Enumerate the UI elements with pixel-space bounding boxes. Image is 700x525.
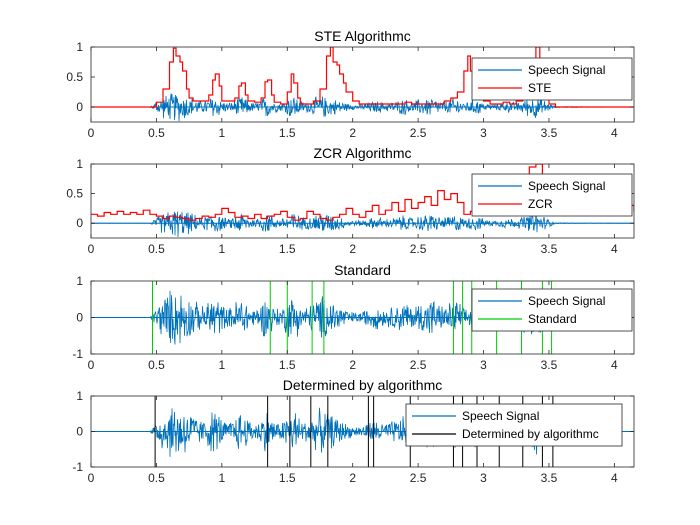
x-tick-label: 2 — [349, 471, 356, 485]
x-tick-label: 2 — [349, 242, 356, 256]
chart-title: STE Algorithmc — [314, 28, 410, 44]
x-tick-label: 0 — [88, 242, 95, 256]
legend-label: Speech Signal — [528, 179, 605, 193]
x-tick-label: 2.5 — [410, 358, 427, 372]
y-tick-label: -1 — [72, 460, 83, 474]
legend-label: Determined by algorithmc — [462, 427, 599, 441]
x-tick-label: 1.5 — [279, 242, 296, 256]
x-tick-label: 2 — [349, 358, 356, 372]
x-tick-label: 3.5 — [541, 126, 558, 140]
x-tick-label: 0 — [88, 358, 95, 372]
chart-title: Standard — [334, 262, 391, 278]
x-tick-label: 3 — [480, 242, 487, 256]
x-tick-label: 3.5 — [541, 242, 558, 256]
x-tick-label: 1.5 — [279, 471, 296, 485]
x-tick-label: 2.5 — [410, 242, 427, 256]
speech-signal-line — [91, 93, 634, 122]
x-tick-label: 4 — [611, 358, 618, 372]
y-tick-label: 0 — [76, 425, 83, 439]
x-tick-label: 1 — [218, 358, 225, 372]
axes-box — [90, 163, 635, 239]
legend-label: Speech Signal — [528, 63, 605, 77]
legend-label: ZCR — [528, 197, 553, 211]
x-tick-label: 1 — [218, 471, 225, 485]
y-tick-label: 1 — [76, 274, 83, 288]
plot-content — [91, 47, 634, 122]
x-tick-label: 3.5 — [541, 358, 558, 372]
x-tick-label: 4 — [611, 242, 618, 256]
chart-title: Determined by algorithmc — [283, 377, 443, 393]
legend: Speech Signal ZCR — [471, 173, 633, 217]
x-tick-label: 4 — [611, 126, 618, 140]
x-tick-label: 3 — [480, 358, 487, 372]
legend-label: Speech Signal — [462, 409, 539, 423]
legend-box — [405, 403, 623, 447]
x-tick-label: 1 — [218, 126, 225, 140]
y-tick-label: 1 — [76, 157, 83, 171]
x-tick-label: 0.5 — [148, 358, 165, 372]
y-tick-label: 0.5 — [66, 187, 83, 201]
x-tick-label: 3 — [480, 471, 487, 485]
x-tick-label: 0.5 — [148, 242, 165, 256]
y-tick-label: 0 — [76, 216, 83, 230]
legend-box — [471, 288, 633, 332]
y-tick-label: 0 — [76, 311, 83, 325]
x-tick-label: 0 — [88, 471, 95, 485]
x-tick-label: 0.5 — [148, 471, 165, 485]
y-tick-label: 0 — [76, 100, 83, 114]
ste-line — [91, 47, 634, 108]
y-tick-label: 1 — [76, 389, 83, 403]
legend: Speech Signal Standard — [471, 288, 633, 332]
chart-title: ZCR Algorithmc — [313, 145, 411, 161]
x-tick-label: 1 — [218, 242, 225, 256]
x-tick-label: 2.5 — [410, 126, 427, 140]
legend-box — [471, 173, 633, 217]
panel-1: 0 0.5 1 1.5 2 2.5 3 3.5 4 0 0.5 1 STE Algorithmc Spee… — [66, 28, 635, 140]
legend: Speech Signal Determined by algorithmc — [405, 403, 623, 447]
panel-4: 0 0.5 1 1.5 2 2.5 3 3.5 4 -1 0 1 Determined by algor… — [72, 377, 635, 485]
speech-signal-line — [91, 211, 634, 238]
legend-label: STE — [528, 81, 551, 95]
y-tick-label: -1 — [72, 347, 83, 361]
legend-label: Speech Signal — [528, 294, 605, 308]
legend-box — [471, 57, 633, 101]
x-tick-label: 4 — [611, 471, 618, 485]
y-tick-label: 0.5 — [66, 70, 83, 84]
x-tick-label: 3.5 — [541, 471, 558, 485]
legend: Speech Signal STE — [471, 57, 633, 101]
x-tick-label: 1.5 — [279, 126, 296, 140]
legend-label: Standard — [528, 312, 577, 326]
axes-box — [90, 46, 635, 123]
x-tick-label: 3 — [480, 126, 487, 140]
x-tick-label: 1.5 — [279, 358, 296, 372]
x-tick-label: 2.5 — [410, 471, 427, 485]
x-tick-label: 0 — [88, 126, 95, 140]
x-tick-label: 0.5 — [148, 126, 165, 140]
y-tick-label: 1 — [76, 40, 83, 54]
x-tick-label: 2 — [349, 126, 356, 140]
panel-2: 0 0.5 1 1.5 2 2.5 3 3.5 4 0 0.5 1 ZCR Algorithmc Spee… — [66, 145, 635, 256]
